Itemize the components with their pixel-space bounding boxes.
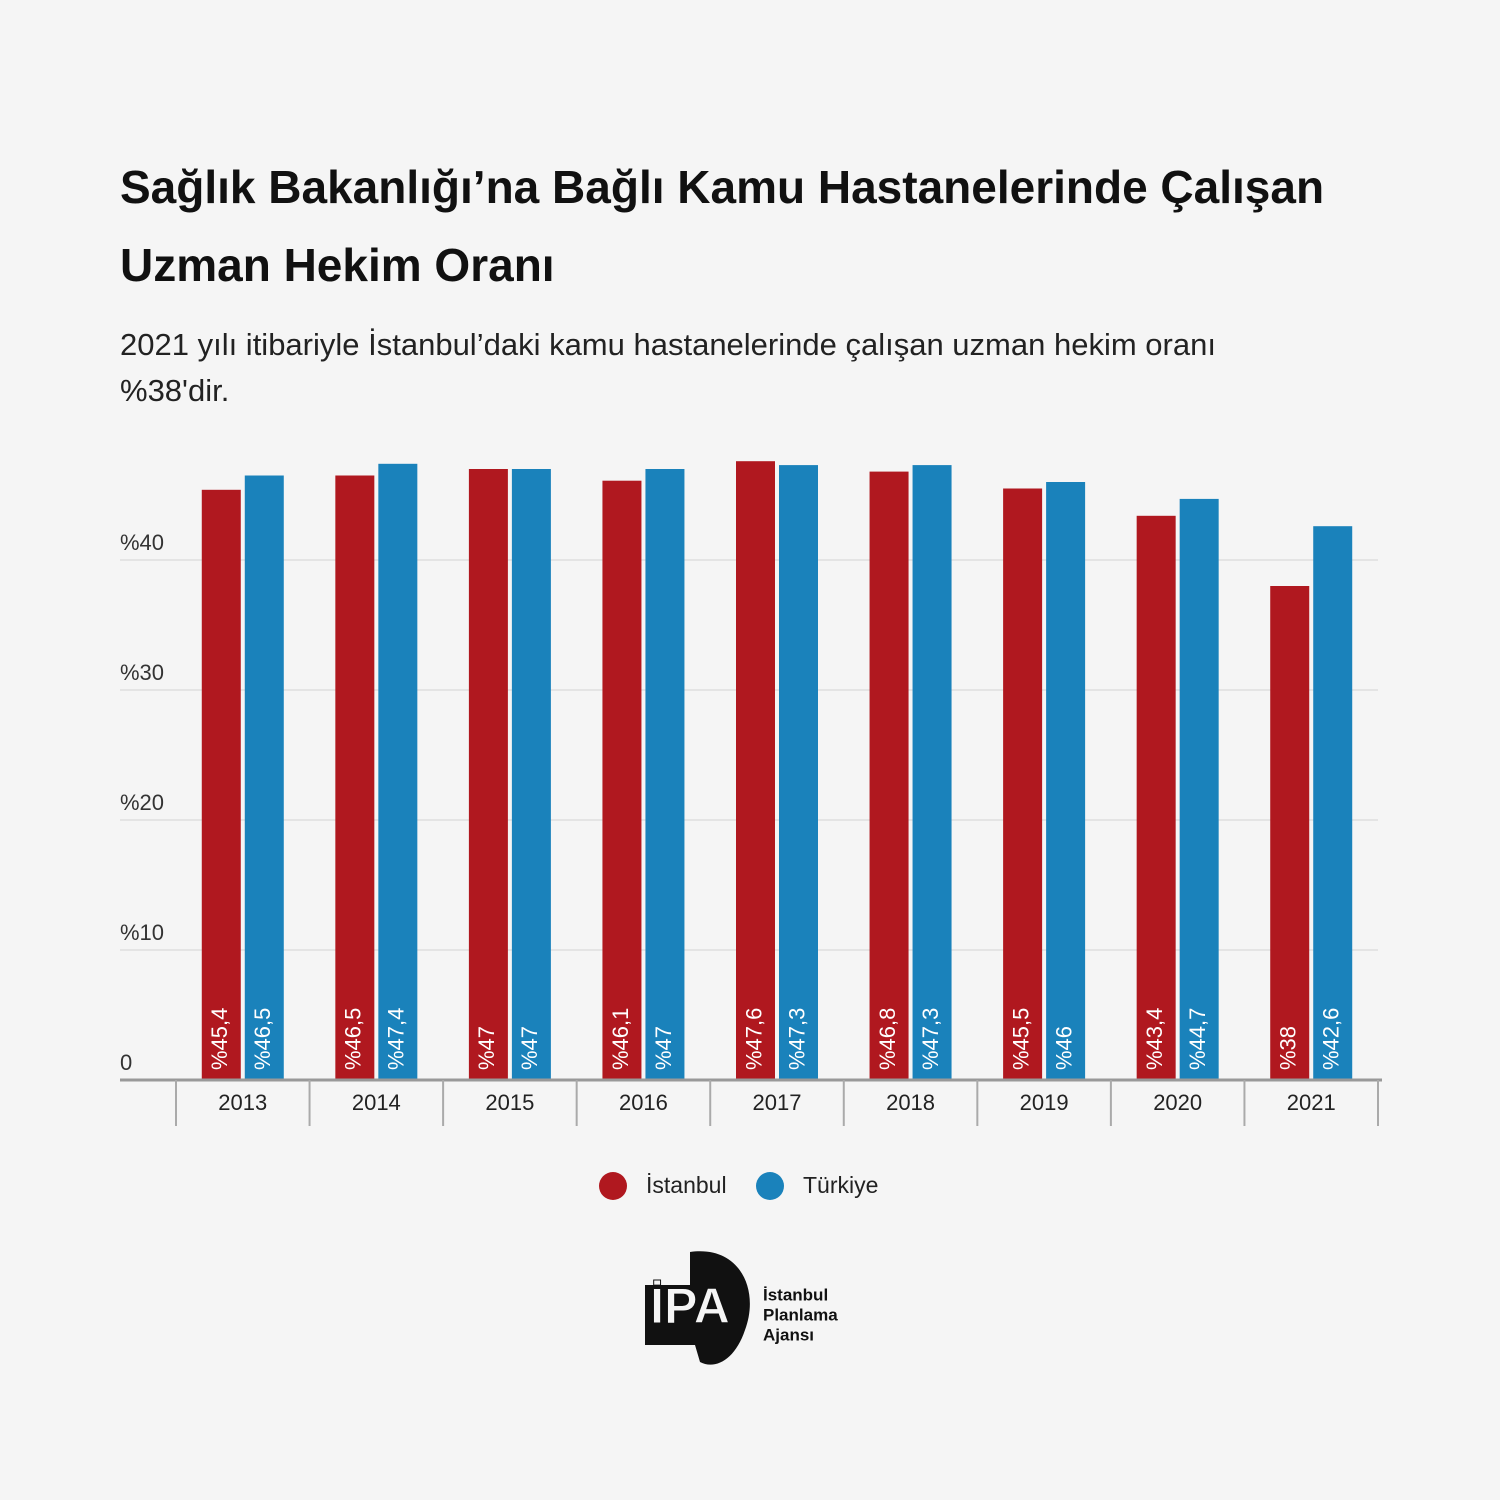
bar — [511, 469, 551, 1080]
value-label: %46,5 — [341, 1008, 366, 1070]
logo-text: İstanbul — [763, 1285, 828, 1304]
bar — [869, 471, 909, 1081]
bar — [912, 465, 952, 1081]
logo-shape — [645, 1251, 750, 1365]
value-label: %46 — [1051, 1026, 1076, 1070]
bar — [201, 489, 241, 1080]
y-tick-label: %20 — [120, 790, 164, 815]
value-label: %47,3 — [918, 1008, 943, 1070]
value-label: %47,6 — [741, 1008, 766, 1070]
x-tick-label: 2021 — [1287, 1090, 1336, 1115]
bar — [1003, 488, 1043, 1080]
value-label: %46,1 — [608, 1008, 633, 1070]
value-label: %47,4 — [384, 1008, 409, 1070]
bar — [335, 475, 375, 1080]
value-label: %47 — [474, 1026, 499, 1070]
bar — [1179, 498, 1219, 1080]
x-tick-label: 2020 — [1153, 1090, 1202, 1115]
x-tick-label: 2016 — [619, 1090, 668, 1115]
value-label: %45,5 — [1008, 1008, 1033, 1070]
bar — [1136, 515, 1176, 1080]
legend-swatch — [599, 1172, 627, 1200]
bar — [779, 465, 818, 1081]
logo-text: Ajansı — [763, 1325, 814, 1344]
bar — [1313, 526, 1353, 1080]
value-label: %38 — [1276, 1026, 1301, 1070]
value-label: %47 — [651, 1026, 676, 1070]
x-tick-label: 2018 — [886, 1090, 935, 1115]
bar — [378, 463, 418, 1080]
bar — [468, 469, 508, 1080]
y-tick-label: %30 — [120, 660, 164, 685]
bar — [1270, 586, 1310, 1080]
chart-subtitle: 2021 yılı itibariyle İstanbul’daki kamu … — [120, 327, 1216, 408]
legend-label: İstanbul — [646, 1172, 727, 1198]
value-label: %47 — [517, 1026, 542, 1070]
value-label: %43,4 — [1142, 1008, 1167, 1070]
value-label: %46,5 — [250, 1008, 275, 1070]
x-tick-label: 2015 — [485, 1090, 534, 1115]
logo-mark: İPA — [650, 1278, 730, 1334]
bar — [602, 480, 642, 1080]
bar — [736, 461, 775, 1080]
x-tick-label: 2017 — [753, 1090, 802, 1115]
bar — [1046, 482, 1086, 1080]
legend-label: Türkiye — [803, 1172, 878, 1198]
x-tick-label: 2019 — [1020, 1090, 1069, 1115]
logo: İPA İstanbul Planlama Ajansı — [645, 1251, 838, 1365]
value-label: %47,3 — [784, 1008, 809, 1070]
y-tick-label: %10 — [120, 920, 164, 945]
logo-text: Planlama — [763, 1305, 838, 1324]
x-tick-label: 2013 — [218, 1090, 267, 1115]
legend-swatch — [756, 1172, 784, 1200]
bar — [244, 475, 284, 1080]
chart-title: Sağlık Bakanlığı’na Bağlı Kamu Hastanele… — [120, 161, 1325, 291]
y-tick-label: 0 — [120, 1050, 132, 1075]
value-label: %42,6 — [1319, 1008, 1344, 1070]
value-label: %46,8 — [875, 1008, 900, 1070]
y-tick-label: %40 — [120, 530, 164, 555]
value-label: %45,4 — [207, 1008, 232, 1070]
x-tick-label: 2014 — [352, 1090, 401, 1115]
bar — [645, 469, 685, 1080]
value-label: %44,7 — [1185, 1008, 1210, 1070]
